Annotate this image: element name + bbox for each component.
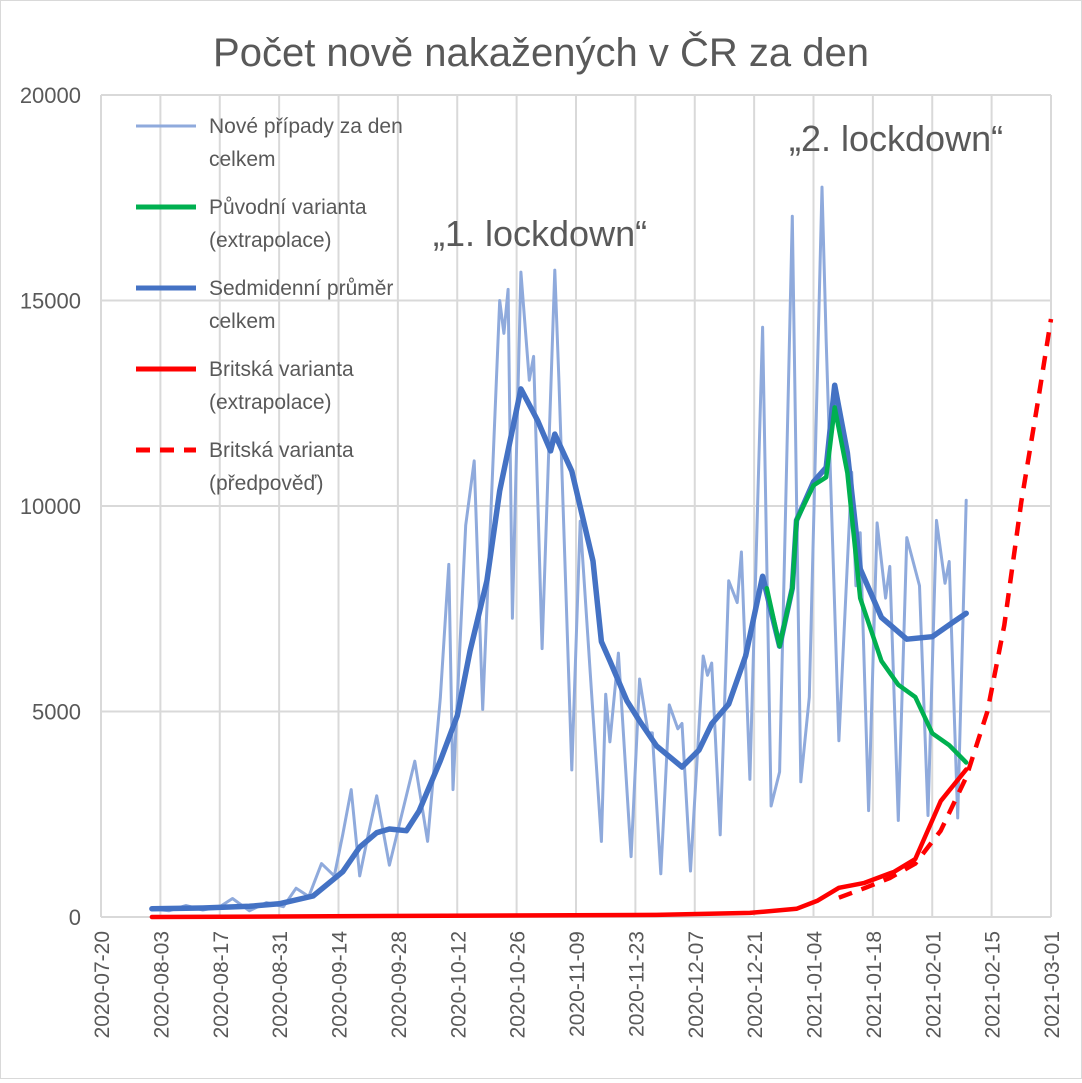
- y-tick-label: 10000: [20, 494, 81, 519]
- series-line-daily: [150, 185, 968, 913]
- series-lines: [149, 185, 1054, 920]
- x-tick-label: 2020-11-09: [566, 931, 589, 1037]
- legend-label: Nové případy za den: [209, 115, 403, 138]
- y-tick-label: 5000: [32, 700, 81, 725]
- x-tick-label: 2020-08-03: [150, 931, 173, 1038]
- x-tick-label: 2020-12-21: [744, 931, 767, 1038]
- x-tick-label: 2021-03-01: [1041, 931, 1064, 1038]
- x-tick-label: 2020-09-28: [388, 931, 411, 1038]
- annotation-lockdown-1: „1. lockdown“: [433, 213, 647, 254]
- x-tick-label: 2021-02-01: [922, 931, 945, 1038]
- x-tick-label: 2021-01-18: [863, 931, 886, 1038]
- y-tick-label: 20000: [20, 83, 81, 108]
- x-tick-label: 2020-09-14: [329, 931, 352, 1039]
- x-tick-label: 2021-02-15: [982, 931, 1005, 1038]
- y-tick-label: 0: [69, 905, 81, 930]
- series-line-brit: [149, 767, 969, 920]
- x-tick-label: 2020-11-23: [625, 931, 648, 1037]
- chart-title: Počet nově nakažených v ČR za den: [213, 30, 869, 75]
- legend-label: Britská varianta: [209, 358, 354, 381]
- x-tick-label: 2020-08-31: [269, 931, 292, 1038]
- series-line-orig: [764, 405, 969, 765]
- legend-label: Sedmidenní průměr: [209, 277, 393, 300]
- x-axis-ticks: 2020-07-20 2020-08-03 2020-08-17 2020-08-31…: [91, 931, 1064, 1039]
- legend-label: (extrapolace): [209, 229, 332, 252]
- legend-label: (předpověď): [209, 472, 323, 495]
- x-tick-label: 2021-01-04: [804, 931, 827, 1039]
- x-tick-label: 2020-08-17: [210, 931, 233, 1038]
- x-tick-label: 2020-12-07: [685, 931, 708, 1038]
- legend-label: Britská varianta: [209, 439, 354, 462]
- legend-label: Původní varianta: [209, 196, 367, 219]
- annotation-lockdown-2: „2. lockdown“: [789, 118, 1003, 159]
- legend-label: celkem: [209, 148, 276, 171]
- legend-label: (extrapolace): [209, 391, 332, 414]
- x-tick-label: 2020-10-12: [447, 931, 470, 1038]
- y-axis-ticks: 0 5000 10000 15000 20000: [20, 83, 81, 930]
- legend-label: celkem: [209, 310, 276, 333]
- series-line-brit-forecast: [838, 318, 1054, 900]
- x-tick-label: 2020-10-26: [507, 931, 530, 1038]
- x-tick-label: 2020-07-20: [91, 931, 114, 1038]
- y-tick-label: 15000: [20, 289, 81, 314]
- legend: Nové případy za den celkem Původní variant…: [136, 115, 403, 495]
